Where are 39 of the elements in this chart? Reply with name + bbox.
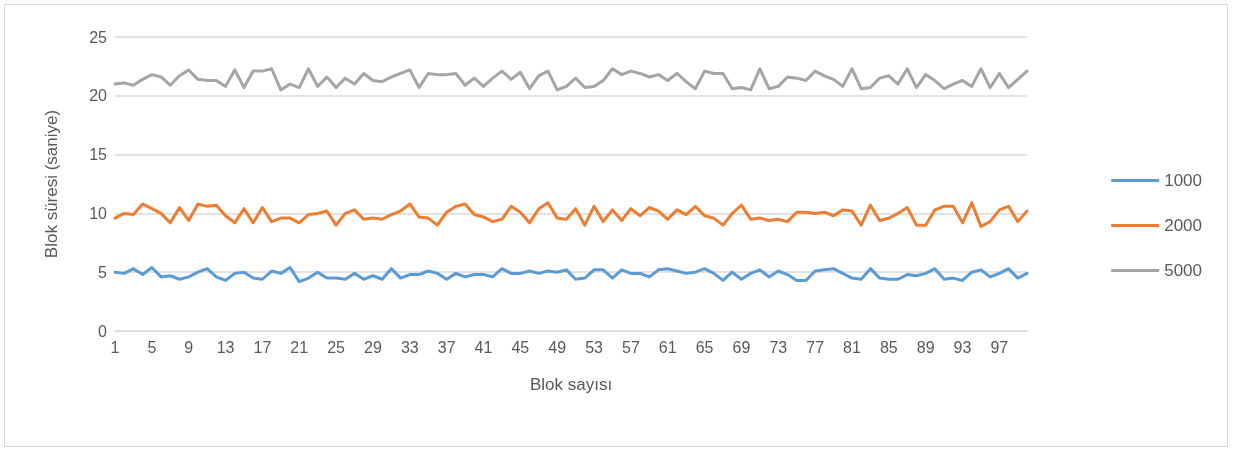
legend-label: 2000 [1164,216,1203,235]
x-tick-label: 49 [548,338,567,356]
x-tick-label: 33 [400,338,419,356]
x-tick-label: 77 [806,338,825,356]
y-tick-label: 10 [89,204,108,222]
x-tick-label: 69 [732,338,751,356]
x-tick-label: 85 [879,338,898,356]
y-tick-label: 15 [89,146,108,164]
x-tick-label: 25 [327,338,346,356]
x-tick-label: 53 [585,338,604,356]
x-tick-label: 93 [953,338,972,356]
x-tick-label: 97 [990,338,1009,356]
x-tick-label: 1 [110,338,120,356]
x-tick-label: 37 [437,338,456,356]
y-tick-label: 0 [98,322,108,340]
x-tick-label: 89 [916,338,935,356]
x-tick-label: 61 [658,338,677,356]
x-tick-label: 17 [253,338,272,356]
y-tick-label: 25 [89,28,108,46]
x-tick-label: 41 [474,338,493,356]
x-tick-label: 13 [216,338,235,356]
y-axis-title: Blok süresi (saniye) [42,109,61,259]
x-tick-label: 9 [184,338,194,356]
x-axis-title: Blok sayısı [529,375,613,394]
x-tick-label: 21 [290,338,309,356]
x-tick-label: 65 [695,338,714,356]
x-tick-label: 73 [769,338,788,356]
line-series [113,266,1029,284]
x-tick-label: 5 [147,338,157,356]
y-tick-label: 5 [98,263,108,281]
line-series [113,67,1029,92]
y-tick-label: 20 [89,87,108,105]
x-tick-label: 81 [843,338,861,356]
x-tick-label: 29 [364,338,382,356]
legend-label: 1000 [1164,171,1203,190]
x-tick-label: 45 [511,338,530,356]
line-series [113,201,1029,228]
x-tick-label: 57 [621,338,640,356]
legend-label: 5000 [1164,261,1203,280]
